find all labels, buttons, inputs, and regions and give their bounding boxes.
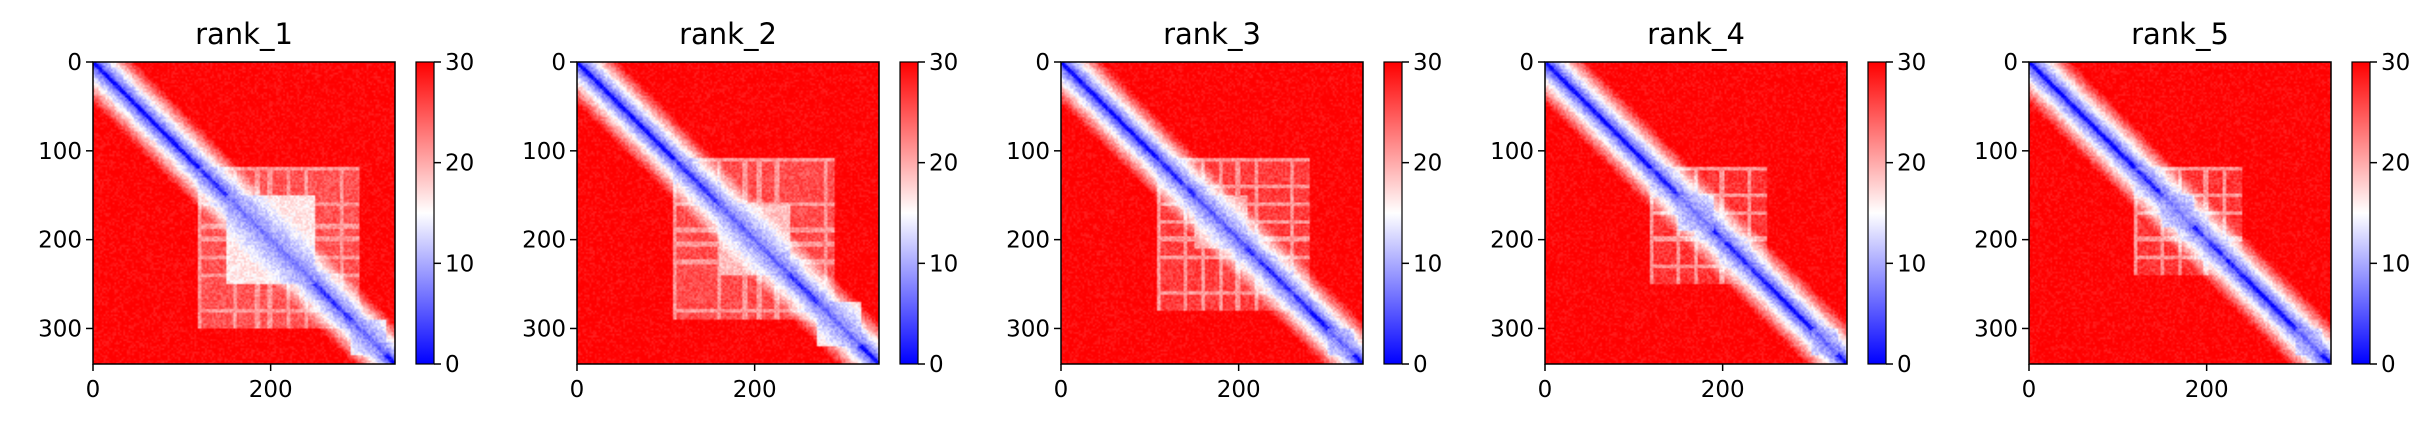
y-tick-label: 0 bbox=[1519, 50, 1534, 76]
colorbar-tick-label: 0 bbox=[2381, 352, 2396, 378]
y-tick-label: 200 bbox=[1974, 228, 2018, 254]
colorbar-tick-label: 30 bbox=[445, 50, 474, 76]
panel-2: rank_2 0 100 200 300 0 200 0 10 20 30 bbox=[522, 17, 958, 403]
axes-frame bbox=[1544, 61, 1848, 365]
colorbar-tick-label: 20 bbox=[2381, 151, 2410, 177]
y-tick-label: 0 bbox=[1035, 50, 1050, 76]
x-tick-label: 0 bbox=[86, 377, 101, 403]
chart-title: rank_3 bbox=[1163, 17, 1261, 51]
colorbar-tick-label: 20 bbox=[1897, 151, 1926, 177]
y-tick-label: 300 bbox=[1490, 316, 1534, 342]
heatmap-image bbox=[93, 62, 395, 364]
axes-frame bbox=[1060, 61, 1364, 365]
x-tick-label: 0 bbox=[1538, 377, 1553, 403]
y-tick-label: 0 bbox=[2003, 50, 2018, 76]
chart-title: rank_4 bbox=[1647, 17, 1745, 51]
chart-title: rank_5 bbox=[2131, 17, 2229, 51]
y-tick-label: 0 bbox=[67, 50, 82, 76]
panel-3: rank_3 0 100 200 300 0 200 0 10 20 30 bbox=[1006, 17, 1442, 403]
colorbar-tick-label: 10 bbox=[1413, 251, 1442, 277]
colorbar-tick-label: 10 bbox=[445, 251, 474, 277]
y-tick-label: 300 bbox=[1974, 316, 2018, 342]
colorbar-tick-label: 10 bbox=[2381, 251, 2410, 277]
panel-5: rank_5 0 100 200 300 0 200 0 10 20 30 bbox=[1974, 17, 2410, 403]
colorbar-frame bbox=[2351, 61, 2371, 365]
colorbar bbox=[900, 62, 918, 364]
colorbar bbox=[2352, 62, 2370, 364]
colorbar-tick-label: 20 bbox=[929, 151, 958, 177]
axes-frame bbox=[2028, 61, 2332, 365]
colorbar-tick-label: 20 bbox=[445, 151, 474, 177]
y-tick-label: 200 bbox=[1006, 228, 1050, 254]
y-tick-label: 200 bbox=[38, 228, 82, 254]
colorbar-frame bbox=[1867, 61, 1887, 365]
y-tick-label: 100 bbox=[1490, 139, 1534, 165]
x-tick-label: 200 bbox=[733, 377, 777, 403]
chart-title: rank_1 bbox=[195, 17, 293, 51]
colorbar-tick-label: 0 bbox=[1413, 352, 1428, 378]
heatmap-image bbox=[2029, 62, 2331, 364]
colorbar-tick-label: 0 bbox=[929, 352, 944, 378]
panel-1: rank_1 0 100 200 300 0 200 0 10 20 30 bbox=[38, 17, 474, 403]
x-tick-label: 0 bbox=[1054, 377, 1069, 403]
x-tick-label: 200 bbox=[249, 377, 293, 403]
y-tick-label: 100 bbox=[522, 139, 566, 165]
y-tick-label: 0 bbox=[551, 50, 566, 76]
y-tick-label: 100 bbox=[1974, 139, 2018, 165]
heatmap-image bbox=[577, 62, 879, 364]
colorbar-tick-label: 20 bbox=[1413, 151, 1442, 177]
y-tick-label: 200 bbox=[522, 228, 566, 254]
x-tick-label: 0 bbox=[2022, 377, 2037, 403]
y-tick-label: 300 bbox=[1006, 316, 1050, 342]
axes-frame bbox=[576, 61, 880, 365]
colorbar-tick-label: 0 bbox=[445, 352, 460, 378]
y-tick-label: 100 bbox=[1006, 139, 1050, 165]
colorbar-tick-label: 30 bbox=[1413, 50, 1442, 76]
heatmap-image bbox=[1061, 62, 1363, 364]
panel-4: rank_4 0 100 200 300 0 200 0 10 20 30 bbox=[1490, 17, 1926, 403]
colorbar bbox=[416, 62, 434, 364]
colorbar bbox=[1868, 62, 1886, 364]
colorbar-tick-label: 10 bbox=[929, 251, 958, 277]
colorbar-tick-label: 30 bbox=[929, 50, 958, 76]
colorbar-tick-label: 0 bbox=[1897, 352, 1912, 378]
y-tick-label: 300 bbox=[522, 316, 566, 342]
chart-title: rank_2 bbox=[679, 17, 777, 51]
heatmap-image bbox=[1545, 62, 1847, 364]
x-tick-label: 200 bbox=[2185, 377, 2229, 403]
colorbar-frame bbox=[415, 61, 435, 365]
y-tick-label: 100 bbox=[38, 139, 82, 165]
colorbar bbox=[1384, 62, 1402, 364]
colorbar-tick-label: 30 bbox=[1897, 50, 1926, 76]
y-tick-label: 200 bbox=[1490, 228, 1534, 254]
colorbar-tick-label: 10 bbox=[1897, 251, 1926, 277]
axes-frame bbox=[92, 61, 396, 365]
colorbar-frame bbox=[899, 61, 919, 365]
x-tick-label: 200 bbox=[1701, 377, 1745, 403]
x-tick-label: 200 bbox=[1217, 377, 1261, 403]
colorbar-frame bbox=[1383, 61, 1403, 365]
colorbar-tick-label: 30 bbox=[2381, 50, 2410, 76]
y-tick-label: 300 bbox=[38, 316, 82, 342]
x-tick-label: 0 bbox=[570, 377, 585, 403]
